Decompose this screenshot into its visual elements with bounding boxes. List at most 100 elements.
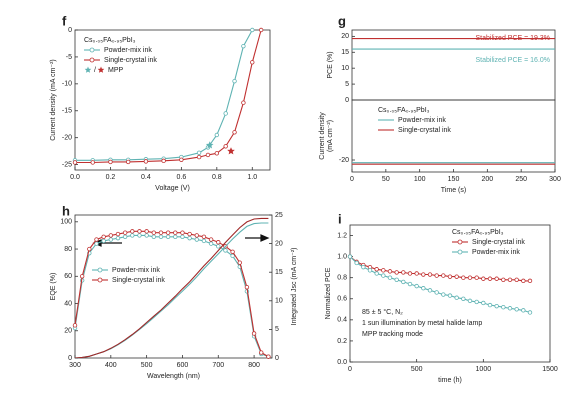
data-point <box>158 234 164 239</box>
data-point <box>205 152 211 158</box>
data-point <box>241 100 246 105</box>
data-point <box>527 278 533 284</box>
legend-label: Powder-mix ink <box>472 249 520 256</box>
data-point <box>401 270 406 275</box>
data-point <box>87 246 92 252</box>
data-point <box>180 234 185 239</box>
data-point <box>108 237 114 242</box>
data-point <box>165 230 171 235</box>
data-point <box>447 274 453 279</box>
y-tick-label: -15 <box>62 108 72 115</box>
series-line <box>75 217 269 358</box>
y-tick-label: -20 <box>62 135 72 142</box>
mpp-marker <box>227 147 235 155</box>
data-point <box>72 160 78 165</box>
series-line <box>75 30 262 164</box>
annotation: 1 sun illumination by metal halide lamp <box>362 320 482 327</box>
legend-marker <box>89 47 95 53</box>
legend-marker <box>457 249 463 255</box>
y-tick-label: 0 <box>68 27 72 34</box>
y2-tick-label: 0 <box>275 355 279 362</box>
legend-marker <box>97 267 103 273</box>
data-point <box>514 277 519 282</box>
data-point <box>237 260 242 265</box>
legend-label: Powder-mix ink <box>104 47 152 54</box>
legend-marker <box>89 57 95 63</box>
x-axis-label: Time (s) <box>441 187 466 194</box>
data-point <box>381 273 386 278</box>
data-point <box>137 233 142 238</box>
panel-label: h <box>62 203 70 218</box>
data-point <box>354 260 359 266</box>
y-tick-label: -25 <box>62 161 72 168</box>
x-tick-label: 800 <box>248 362 260 369</box>
data-point <box>407 281 413 287</box>
data-point <box>427 288 433 293</box>
data-point <box>394 277 399 282</box>
legend-mpp-star <box>84 66 92 73</box>
series-line <box>350 256 531 314</box>
data-point <box>72 323 78 328</box>
y-tick-label: 0 <box>345 97 349 104</box>
data-point <box>161 158 166 164</box>
data-point <box>394 270 399 275</box>
data-point <box>434 290 439 295</box>
data-point <box>259 350 264 355</box>
x-tick-label: 300 <box>69 362 81 369</box>
legend-title: Cs₀.₀₅FA₀.₉₅PbI₃ <box>378 107 430 114</box>
data-point <box>487 276 493 281</box>
data-point <box>180 230 185 235</box>
data-point <box>374 271 379 276</box>
data-point <box>187 231 192 237</box>
data-point <box>179 157 184 162</box>
y-tick-label: 100 <box>60 219 72 226</box>
legend-separator: / <box>94 67 96 74</box>
data-point <box>214 132 220 138</box>
legend-label: Single-crystal ink <box>112 277 165 284</box>
y-axis-label: Current density <box>319 112 326 160</box>
mpp-marker <box>205 141 214 149</box>
data-point <box>194 237 199 242</box>
y-tick-label: 0.8 <box>337 275 347 282</box>
data-point <box>487 302 493 308</box>
data-point <box>441 273 446 278</box>
data-point <box>251 331 257 336</box>
y-axis-label: (mA cm⁻²) <box>327 120 334 152</box>
data-point <box>130 233 135 238</box>
legend-title: Cs₀.₀₅FA₀.₉₅PbI₃ <box>84 37 136 44</box>
data-point <box>232 78 237 84</box>
x-tick-label: 0.4 <box>141 174 151 181</box>
x-tick-label: 500 <box>411 366 423 373</box>
y-tick-label: 1.2 <box>337 232 347 239</box>
annotation: Stabilized PCE = 19.3% <box>475 35 550 42</box>
data-point <box>447 293 453 298</box>
y2-tick-label: 15 <box>275 269 283 276</box>
y-tick-label: 15 <box>341 49 349 56</box>
data-point <box>79 274 85 279</box>
data-point <box>514 307 519 312</box>
data-point <box>521 308 526 313</box>
y-tick-label: -10 <box>62 81 72 88</box>
data-point <box>151 230 156 235</box>
data-point <box>387 269 393 274</box>
x-tick-label: 700 <box>212 362 224 369</box>
data-point <box>527 310 533 315</box>
data-point <box>427 272 433 277</box>
panel-label: g <box>338 13 346 28</box>
x-tick-label: 300 <box>549 176 561 183</box>
data-point <box>108 159 113 165</box>
data-point <box>94 237 99 242</box>
data-point <box>474 275 479 280</box>
data-point <box>230 249 235 254</box>
data-point <box>454 295 459 300</box>
x-axis-label: time (h) <box>438 377 462 384</box>
data-point <box>122 234 128 239</box>
y2-tick-label: 10 <box>275 298 283 305</box>
data-point <box>414 283 419 289</box>
y-tick-label: 60 <box>64 273 72 280</box>
data-point <box>481 300 486 306</box>
data-point <box>165 234 171 239</box>
data-point <box>194 233 199 238</box>
data-point <box>434 273 439 278</box>
